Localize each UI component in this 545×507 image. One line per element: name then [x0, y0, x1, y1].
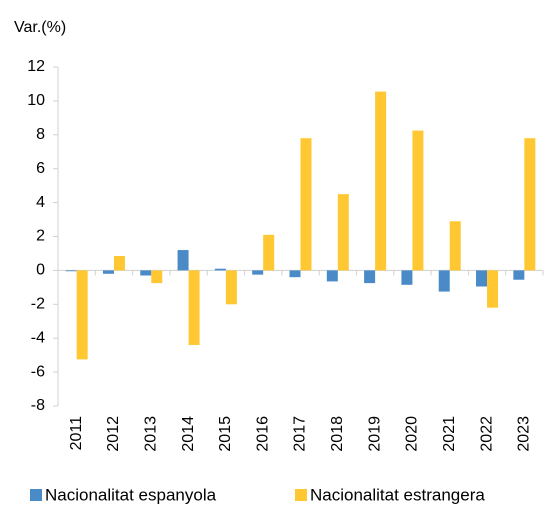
bar — [438, 270, 450, 292]
bar — [151, 270, 163, 284]
y-tick-label: 2 — [36, 228, 45, 245]
x-tick-label: 2022 — [478, 416, 495, 452]
bar — [289, 270, 301, 278]
y-tick-label: 12 — [27, 58, 45, 75]
bar — [225, 270, 237, 305]
y-axis-label: Var.(%) — [14, 19, 66, 36]
y-tick-label: 0 — [36, 262, 45, 279]
x-tick-label: 2021 — [441, 416, 458, 452]
bar — [113, 255, 125, 271]
x-tick-label: 2011 — [68, 416, 85, 451]
x-tick-label: 2020 — [404, 416, 421, 452]
x-tick-label: 2013 — [142, 416, 159, 452]
legend-label: Nacionalitat estrangera — [310, 485, 485, 504]
bar — [476, 270, 488, 287]
bar — [300, 138, 312, 271]
x-tick-label: 2019 — [366, 416, 383, 452]
x-tick-label: 2018 — [329, 416, 346, 452]
y-tick-label: 6 — [36, 160, 45, 177]
y-tick-label: -8 — [31, 397, 45, 414]
bar — [252, 270, 264, 275]
x-tick-label: 2023 — [516, 416, 533, 452]
bar — [214, 268, 226, 271]
x-tick-label: 2016 — [254, 416, 271, 452]
legend-swatch — [295, 489, 307, 501]
bar — [401, 270, 413, 285]
bar — [375, 91, 387, 271]
bar — [449, 221, 461, 271]
x-tick-label: 2015 — [217, 416, 234, 452]
legend-label: Nacionalitat espanyola — [45, 485, 217, 504]
bar — [102, 270, 114, 274]
bar — [364, 270, 376, 284]
bar — [188, 270, 200, 345]
y-tick-label: -4 — [31, 329, 45, 346]
y-tick-label: 10 — [27, 92, 45, 109]
bar — [337, 194, 349, 271]
bar — [412, 130, 424, 271]
bar — [177, 250, 189, 271]
y-tick-label: 8 — [36, 126, 45, 143]
x-tick-label: 2017 — [292, 416, 309, 452]
bar — [140, 270, 152, 276]
bar — [524, 138, 536, 271]
bar — [65, 270, 77, 272]
x-tick-label: 2014 — [180, 416, 197, 452]
bar — [513, 270, 525, 280]
x-tick-label: 2012 — [105, 416, 122, 452]
legend-swatch — [30, 489, 42, 501]
y-tick-label: -2 — [31, 296, 45, 313]
bar — [263, 234, 275, 271]
bar — [487, 270, 499, 308]
bar — [76, 270, 88, 360]
bar — [326, 270, 338, 282]
y-tick-label: -6 — [31, 363, 45, 380]
y-tick-label: 4 — [36, 194, 45, 211]
